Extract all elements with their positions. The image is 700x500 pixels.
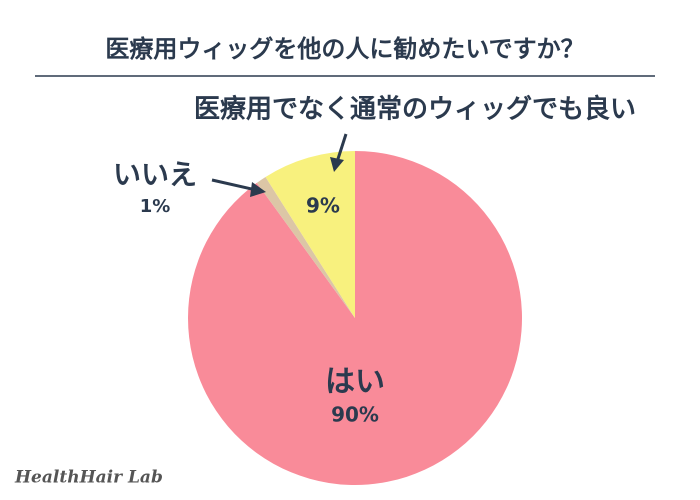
arrows: [211, 133, 348, 197]
category-label: 医療用でなく通常のウィッグでも良い: [194, 94, 636, 125]
arrow-head: [330, 157, 344, 172]
chart-title: 医療用ウィッグを他の人に勧めたいですか？: [105, 35, 584, 63]
value-label: 1%: [140, 196, 171, 217]
watermark: HealthHair Lab: [14, 468, 163, 488]
value-label: 9%: [306, 194, 340, 218]
arrow-line: [335, 133, 348, 163]
value-label: 90%: [331, 403, 379, 427]
arrow-head: [250, 182, 266, 197]
arrow-line: [211, 178, 257, 192]
category-label: はい: [325, 365, 385, 400]
category-label: いいえ: [113, 158, 197, 191]
pie-slice: [256, 176, 355, 318]
pie-slice: [265, 151, 355, 318]
